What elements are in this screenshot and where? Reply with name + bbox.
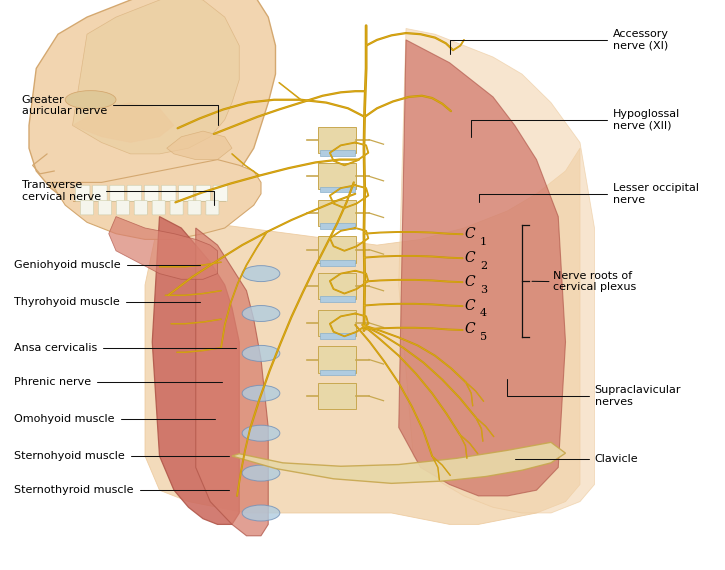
Polygon shape: [318, 383, 356, 409]
Text: Geniohyoid muscle: Geniohyoid muscle: [14, 260, 200, 270]
Text: Thyrohyoid muscle: Thyrohyoid muscle: [14, 297, 200, 307]
Ellipse shape: [242, 266, 280, 282]
Text: Omohyoid muscle: Omohyoid muscle: [14, 414, 215, 424]
Text: Accessory
nerve (XI): Accessory nerve (XI): [450, 29, 668, 54]
Text: 1: 1: [480, 237, 487, 247]
FancyBboxPatch shape: [213, 185, 228, 201]
Polygon shape: [72, 0, 239, 154]
Polygon shape: [320, 370, 355, 376]
FancyBboxPatch shape: [196, 185, 210, 201]
Polygon shape: [399, 28, 594, 513]
Text: Greater
auricular nerve: Greater auricular nerve: [22, 95, 218, 125]
Text: Sternohyoid muscle: Sternohyoid muscle: [14, 451, 229, 461]
FancyBboxPatch shape: [75, 185, 90, 201]
Text: Nerve roots of
cervical plexus: Nerve roots of cervical plexus: [553, 271, 637, 292]
Text: 4: 4: [480, 308, 487, 319]
Ellipse shape: [242, 465, 280, 481]
FancyBboxPatch shape: [127, 185, 141, 201]
Polygon shape: [320, 333, 355, 339]
Text: Supraclavicular
nerves: Supraclavicular nerves: [507, 379, 681, 407]
Text: C: C: [464, 227, 475, 241]
Text: 2: 2: [480, 260, 487, 271]
Ellipse shape: [242, 345, 280, 361]
Polygon shape: [51, 160, 261, 239]
Text: Lesser occipital
nerve: Lesser occipital nerve: [478, 183, 699, 205]
Polygon shape: [318, 163, 356, 189]
Polygon shape: [320, 296, 355, 302]
FancyBboxPatch shape: [99, 201, 112, 215]
FancyBboxPatch shape: [134, 201, 147, 215]
Polygon shape: [29, 0, 276, 217]
Text: C: C: [464, 251, 475, 264]
Text: Hypoglossal
nerve (XII): Hypoglossal nerve (XII): [471, 109, 680, 137]
Polygon shape: [318, 347, 356, 373]
Text: Sternothyroid muscle: Sternothyroid muscle: [14, 485, 229, 495]
Text: 5: 5: [480, 332, 487, 343]
Polygon shape: [196, 228, 268, 536]
Ellipse shape: [242, 385, 280, 401]
Polygon shape: [318, 200, 356, 226]
Text: C: C: [464, 275, 475, 288]
Polygon shape: [109, 217, 218, 279]
Text: Phrenic nerve: Phrenic nerve: [14, 377, 222, 387]
Text: C: C: [464, 299, 475, 312]
FancyBboxPatch shape: [116, 201, 129, 215]
Text: Clavicle: Clavicle: [515, 454, 638, 464]
FancyBboxPatch shape: [80, 201, 94, 215]
FancyBboxPatch shape: [144, 185, 159, 201]
FancyBboxPatch shape: [93, 185, 107, 201]
Ellipse shape: [242, 505, 280, 521]
Polygon shape: [72, 103, 174, 142]
Polygon shape: [318, 127, 356, 153]
Ellipse shape: [242, 425, 280, 441]
FancyBboxPatch shape: [152, 201, 165, 215]
Polygon shape: [318, 273, 356, 299]
Polygon shape: [320, 150, 355, 156]
Text: C: C: [464, 323, 475, 336]
FancyBboxPatch shape: [162, 185, 176, 201]
FancyBboxPatch shape: [206, 201, 219, 215]
Polygon shape: [232, 442, 566, 483]
Polygon shape: [320, 223, 355, 229]
Polygon shape: [152, 217, 239, 524]
Ellipse shape: [242, 306, 280, 321]
FancyBboxPatch shape: [188, 201, 201, 215]
Polygon shape: [145, 148, 580, 524]
Polygon shape: [320, 186, 355, 192]
FancyBboxPatch shape: [178, 185, 193, 201]
Ellipse shape: [65, 91, 116, 109]
Polygon shape: [320, 260, 355, 266]
Text: 3: 3: [480, 284, 487, 295]
Text: Ansa cervicalis: Ansa cervicalis: [14, 343, 236, 353]
Polygon shape: [399, 40, 566, 496]
Text: Transverse
cervical nerve: Transverse cervical nerve: [22, 180, 214, 205]
Polygon shape: [167, 131, 232, 160]
FancyBboxPatch shape: [109, 185, 125, 201]
Polygon shape: [318, 310, 356, 336]
FancyBboxPatch shape: [170, 201, 183, 215]
Polygon shape: [318, 237, 356, 263]
